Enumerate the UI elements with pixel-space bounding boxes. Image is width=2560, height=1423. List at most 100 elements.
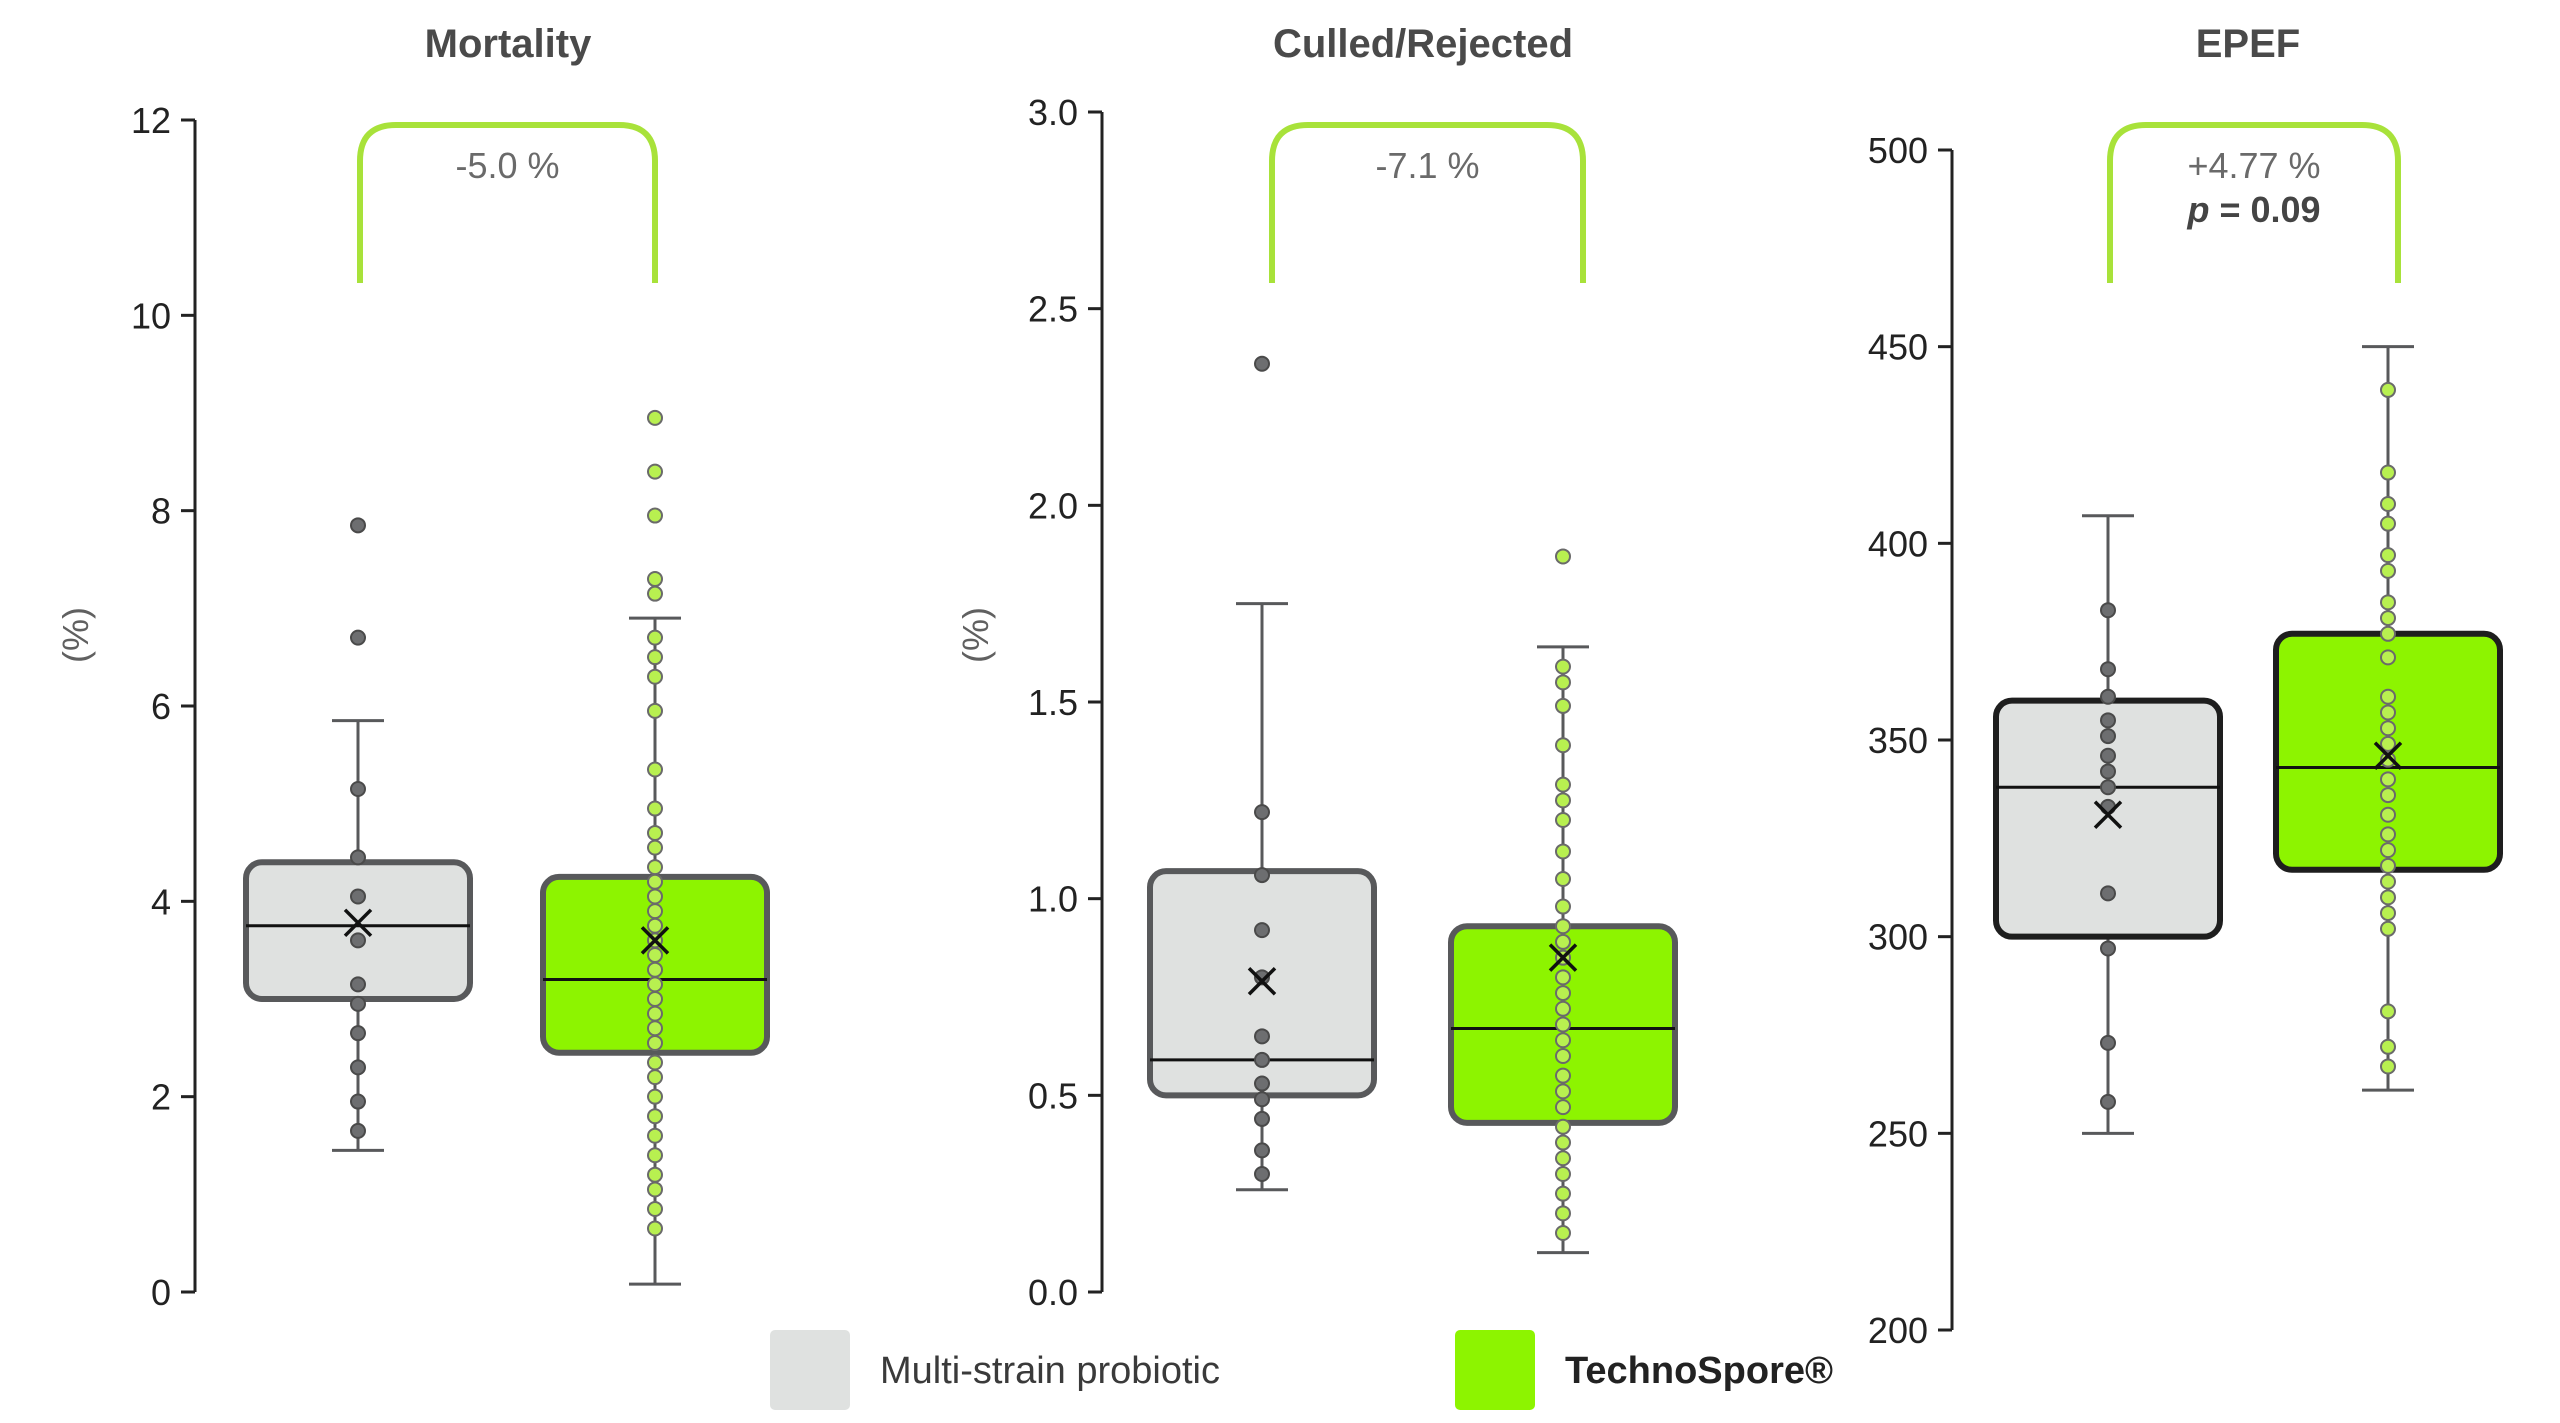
data-point (1254, 867, 1270, 884)
data-point (350, 1122, 366, 1139)
data-point (2380, 787, 2396, 804)
data-point (1555, 658, 1571, 675)
y-tick-label: 1.0 (1028, 879, 1078, 920)
data-point (2380, 562, 2396, 579)
mean-marker (343, 908, 373, 938)
chart-panel-3: EPEF 200 250 300 350 400 450 500 +4.77 %p = 0.09 (1868, 22, 2503, 1351)
y-axis-label: (%) (955, 607, 996, 663)
y-tick-label: 250 (1868, 1113, 1928, 1154)
data-point (1254, 1142, 1270, 1159)
y-tick-label: 10 (131, 295, 171, 336)
data-point (2100, 885, 2116, 902)
box-technospore (540, 409, 770, 1286)
data-point (2100, 728, 2116, 745)
data-point (1555, 1099, 1571, 1116)
y-tick-label: 1.5 (1028, 682, 1078, 723)
data-point (350, 1025, 366, 1042)
data-point (647, 947, 663, 964)
legend: Multi-strain probiotic TechnoSpore® (770, 1330, 1833, 1410)
data-point (350, 976, 366, 993)
data-point (647, 1088, 663, 1105)
data-point (647, 903, 663, 920)
data-point (647, 976, 663, 993)
data-point (2380, 857, 2396, 874)
data-point (647, 1166, 663, 1183)
legend-label-technospore: TechnoSpore® (1565, 1350, 1833, 1392)
y-tick-label: 300 (1868, 917, 1928, 958)
data-point (2100, 1093, 2116, 1110)
y-tick-label: 6 (151, 686, 171, 727)
change-annotation: -7.1 % (1375, 145, 1479, 186)
data-point (2380, 704, 2396, 721)
box-multi-strain (243, 517, 473, 1152)
data-point (647, 800, 663, 817)
data-point (647, 649, 663, 666)
data-point (1555, 812, 1571, 828)
data-point (647, 1181, 663, 1198)
comparison-bracket (1269, 122, 1586, 283)
data-point (647, 839, 663, 856)
box-technospore (1448, 548, 1678, 1255)
mean-marker (1548, 943, 1578, 972)
data-point (2380, 688, 2396, 705)
data-point (647, 629, 663, 646)
data-point (1254, 1166, 1270, 1182)
data-point (1254, 1028, 1270, 1045)
data-point (1555, 1048, 1571, 1064)
y-tick-label: 350 (1868, 720, 1928, 761)
data-point (1555, 548, 1571, 565)
data-point (1555, 1016, 1571, 1033)
data-point (2380, 1058, 2396, 1075)
data-point (1555, 1225, 1571, 1241)
data-point (647, 668, 663, 685)
y-tick-label: 2 (151, 1077, 171, 1118)
data-point (350, 1093, 366, 1110)
data-point (1555, 1185, 1571, 1202)
y-tick-label: 500 (1868, 130, 1928, 171)
mean-marker (2373, 741, 2403, 770)
data-point (2380, 464, 2396, 481)
data-point (647, 917, 663, 934)
legend-swatch-multi-strain (770, 1330, 850, 1410)
data-point (1555, 1067, 1571, 1084)
data-point (1254, 922, 1270, 939)
box-multi-strain (1147, 355, 1377, 1192)
data-point (350, 781, 366, 798)
data-point (1254, 1051, 1270, 1068)
data-point (1555, 697, 1571, 714)
data-point (1555, 1032, 1571, 1049)
data-point (2380, 751, 2396, 768)
data-point (2380, 826, 2396, 843)
data-point (647, 991, 663, 1007)
data-point (1555, 1118, 1571, 1135)
data-point (1555, 674, 1571, 691)
data-point (647, 1005, 663, 1022)
change-annotation: -5.0 % (455, 145, 559, 186)
data-point (1555, 1000, 1571, 1017)
chart-panel-1: Mortality (%) 0 2 4 6 8 10 12 -5.0 % (55, 22, 770, 1313)
data-point (647, 1127, 663, 1144)
comparison-bracket (2107, 122, 2401, 283)
box-multi-strain (1993, 514, 2223, 1135)
data-point (647, 571, 663, 588)
y-tick-label: 2.5 (1028, 289, 1078, 330)
data-point (2380, 806, 2396, 823)
data-point (2380, 771, 2396, 788)
chart-panels: Mortality (%) 0 2 4 6 8 10 12 -5.0 % Culled/Reject… (55, 22, 2503, 1351)
data-point (2380, 842, 2396, 859)
y-tick-label: 0.0 (1028, 1272, 1078, 1313)
data-point (647, 507, 663, 524)
chart-panel-2: Culled/Rejected (%) 0.0 0.5 1.0 1.5 2.0 2.5 3.0 -… (955, 22, 1678, 1313)
data-point (647, 859, 663, 876)
data-point (647, 702, 663, 719)
data-point (350, 932, 366, 949)
data-point (1555, 1083, 1571, 1100)
data-point (647, 961, 663, 978)
y-tick-label: 450 (1868, 327, 1928, 368)
data-point (647, 888, 663, 905)
data-point (1555, 871, 1571, 887)
data-point (350, 888, 366, 905)
y-tick-label: 0.5 (1028, 1075, 1078, 1116)
data-point (2380, 515, 2396, 532)
